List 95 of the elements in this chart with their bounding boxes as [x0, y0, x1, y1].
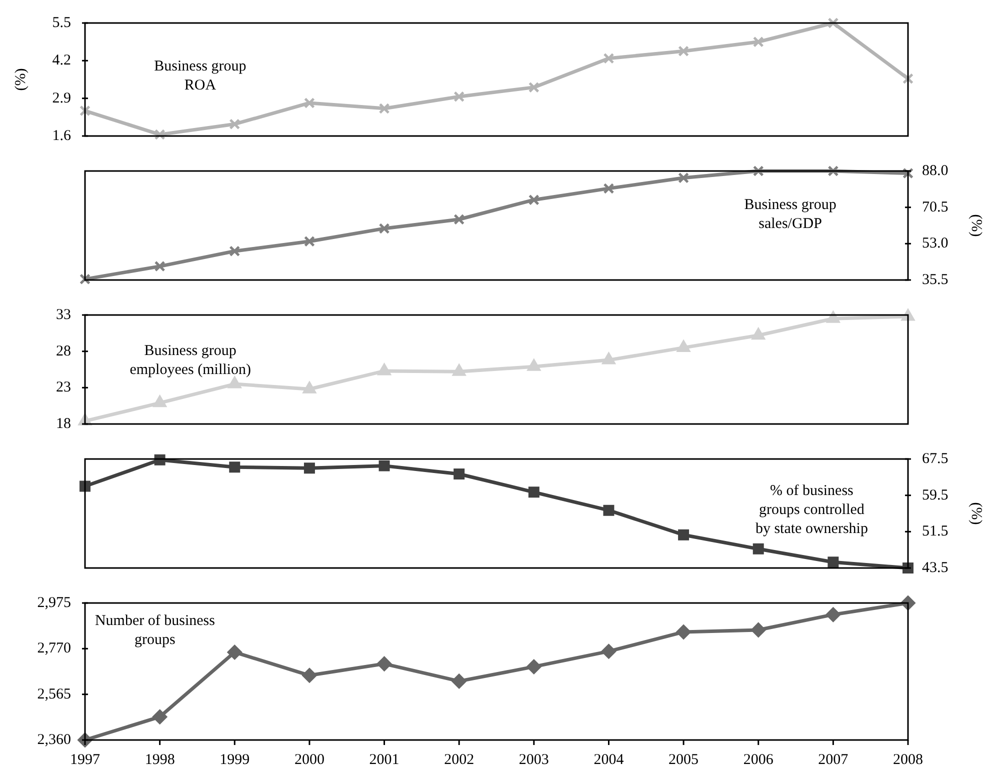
point: [229, 246, 240, 257]
x-tick-label: 2002: [444, 752, 474, 768]
annotation: Business group sales/GDP: [744, 197, 836, 232]
point: [303, 382, 316, 394]
point: [526, 659, 542, 674]
y-tick-label: 2,565: [37, 686, 71, 702]
y-tick-label: 2,360: [37, 732, 71, 748]
y-tick-label: 70.5: [922, 199, 948, 216]
point: [603, 504, 614, 516]
annotation: Number of business groups: [94, 612, 216, 648]
point: [154, 454, 166, 466]
point: [752, 328, 765, 340]
point: [228, 376, 242, 388]
point: [304, 97, 315, 108]
point: [826, 311, 840, 323]
annotation: Business group ROA: [154, 58, 246, 94]
y-tick-label: 5.5: [52, 14, 71, 31]
point: [452, 364, 466, 376]
point: [602, 352, 616, 364]
y-tick-label: 67.5: [922, 450, 948, 467]
y-tick-label: 4.2: [52, 52, 71, 69]
y-tick-label: 88.0: [922, 162, 948, 179]
x-tick-label: 2007: [818, 752, 849, 768]
y-tick-label: 43.5: [922, 560, 948, 576]
point: [154, 260, 166, 272]
point: [902, 562, 914, 574]
point: [527, 359, 540, 371]
y-tick-label: 18: [56, 416, 71, 432]
x-tick-label: 2004: [594, 752, 624, 768]
point: [378, 460, 390, 472]
point: [603, 52, 614, 64]
point: [378, 364, 391, 376]
y-tick-label: 2,975: [37, 594, 71, 611]
annotation: Business group employees (million): [130, 343, 251, 378]
y-tick-label: 1.6: [52, 128, 72, 144]
point: [601, 644, 616, 659]
point: [528, 486, 540, 498]
point: [378, 223, 390, 234]
point: [528, 194, 540, 206]
point: [752, 36, 764, 48]
point: [678, 46, 690, 57]
point: [752, 166, 764, 176]
x-tick-label: 1999: [220, 752, 250, 768]
y-tick-label: 35.5: [922, 272, 948, 288]
point: [678, 529, 690, 540]
x-tick-label: 1998: [144, 752, 175, 768]
point: [454, 91, 465, 102]
point: [229, 118, 240, 130]
y-axis-title: (%): [968, 214, 984, 237]
x-tick-label: 2003: [518, 752, 549, 768]
y-axis-title: (%): [968, 502, 984, 525]
point: [452, 674, 466, 688]
y-tick-label: 28: [56, 343, 71, 360]
x-tick-label: 2000: [294, 752, 324, 768]
point: [304, 236, 315, 247]
point: [152, 710, 168, 724]
y-axis-title: (%): [12, 68, 29, 91]
y-tick-label: 2,770: [37, 640, 71, 657]
point: [676, 624, 691, 640]
point: [80, 105, 90, 116]
point: [828, 18, 839, 28]
x-tick-label: 2006: [743, 752, 774, 768]
y-tick-label: 51.5: [922, 524, 948, 540]
point: [751, 622, 766, 638]
point: [828, 166, 839, 176]
annotation: % of business groups controlled by state ownership: [755, 483, 868, 538]
point: [828, 556, 839, 568]
y-tick-label: 2.9: [52, 90, 71, 106]
point: [454, 468, 465, 480]
point: [902, 73, 914, 84]
point: [902, 168, 914, 179]
point: [454, 214, 465, 225]
y-tick-label: 53.0: [922, 236, 948, 252]
point: [677, 340, 690, 352]
point: [752, 543, 764, 554]
point: [80, 274, 90, 285]
point: [826, 607, 840, 622]
y-tick-label: 23: [56, 380, 71, 396]
point: [603, 182, 614, 194]
point: [227, 644, 242, 660]
point: [154, 129, 166, 140]
x-tick-label: 2008: [893, 752, 923, 768]
point: [378, 102, 390, 114]
point: [229, 462, 240, 473]
point: [678, 172, 690, 184]
y-tick-label: 59.5: [922, 487, 948, 504]
point: [377, 656, 392, 672]
point: [302, 668, 317, 683]
point: [304, 462, 315, 474]
point: [153, 396, 166, 408]
x-tick-label: 1997: [70, 752, 100, 768]
y-tick-label: 33: [56, 306, 71, 323]
x-tick-label: 2001: [369, 752, 400, 768]
point: [528, 82, 540, 93]
x-tick-label: 2005: [668, 752, 699, 768]
